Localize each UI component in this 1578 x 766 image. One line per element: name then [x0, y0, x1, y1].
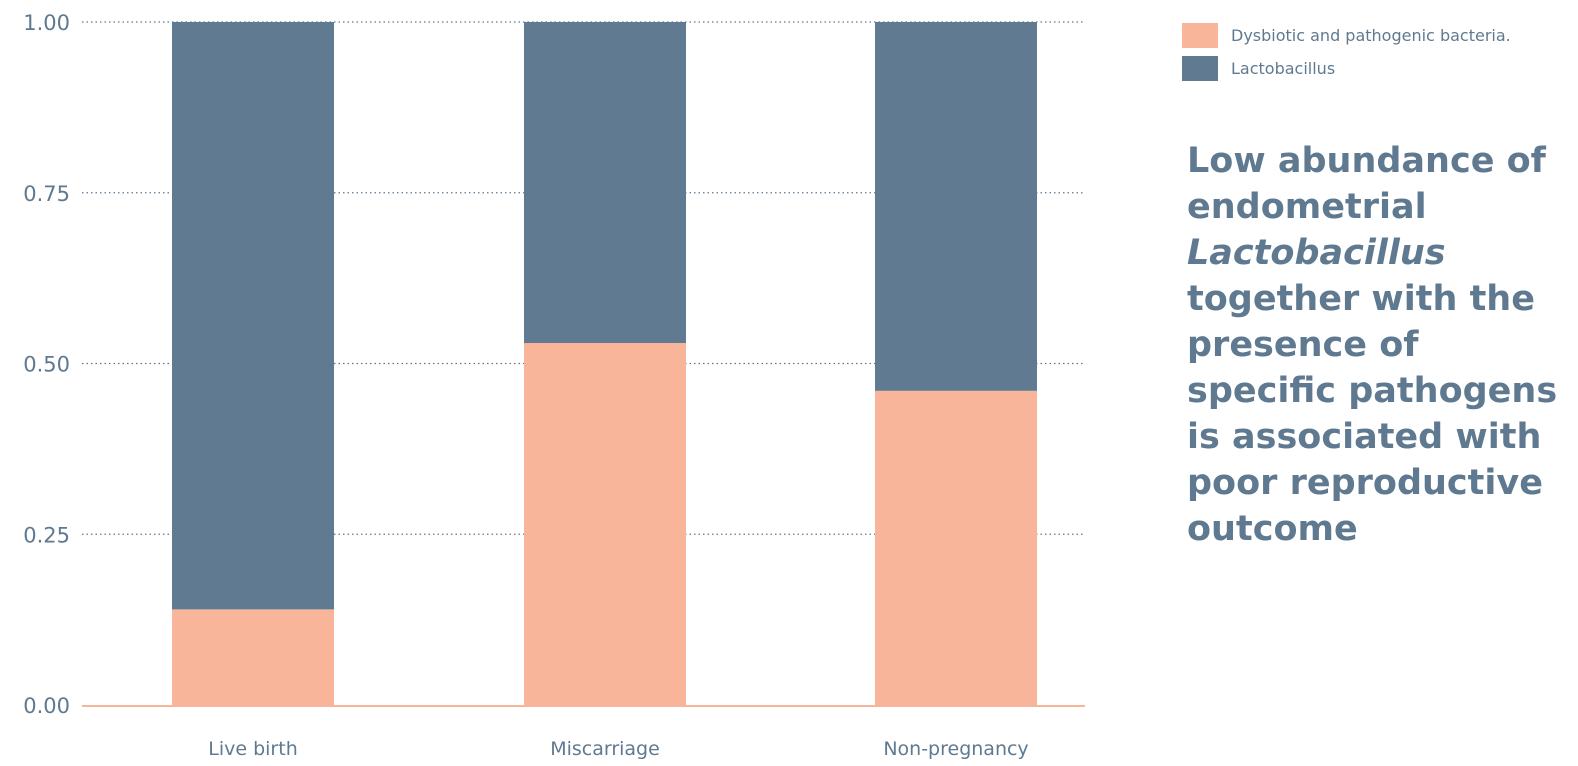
bar-dysbiotic-2 — [875, 390, 1037, 705]
headline-part2: together with the presence of specific p… — [1187, 279, 1558, 549]
y-tick-label: 0.50 — [23, 353, 70, 377]
x-category-label: Miscarriage — [550, 738, 660, 760]
legend-item-lactobacillus: Lactobacillus — [1182, 55, 1572, 81]
y-tick-label: 0.00 — [23, 694, 70, 718]
legend-swatch-lactobacillus — [1182, 55, 1218, 81]
bar-lactobacillus-2 — [875, 22, 1037, 391]
bar-lactobacillus-0 — [172, 22, 334, 610]
legend-label-lactobacillus: Lactobacillus — [1231, 58, 1336, 78]
legend-item-dysbiotic: Dysbiotic and pathogenic bacteria. — [1182, 22, 1572, 48]
bar-dysbiotic-0 — [172, 609, 334, 705]
axes: 0.00 0.25 0.50 0.75 1.00 Live birth Miscarriag… — [23, 11, 1085, 760]
bar-lactobacillus-1 — [524, 22, 686, 344]
bar-dysbiotic-1 — [524, 343, 686, 705]
y-tick-label: 1.00 — [23, 11, 70, 35]
legend-swatch-dysbiotic — [1182, 22, 1218, 48]
x-category-label: Live birth — [208, 738, 297, 760]
chart-legend: Dysbiotic and pathogenic bacteria. Lacto… — [1182, 22, 1572, 88]
legend-label-dysbiotic: Dysbiotic and pathogenic bacteria. — [1231, 25, 1511, 45]
headline-emphasis: Lactobacillus — [1187, 233, 1446, 273]
headline-part1: Low abundance of endometrial — [1187, 141, 1546, 227]
bars — [172, 22, 1037, 705]
headline-text: Low abundance of endometrial Lactobacill… — [1187, 138, 1575, 552]
y-tick-label: 0.75 — [23, 182, 70, 206]
x-category-label: Non-pregnancy — [883, 738, 1028, 760]
y-tick-label: 0.25 — [23, 523, 70, 547]
